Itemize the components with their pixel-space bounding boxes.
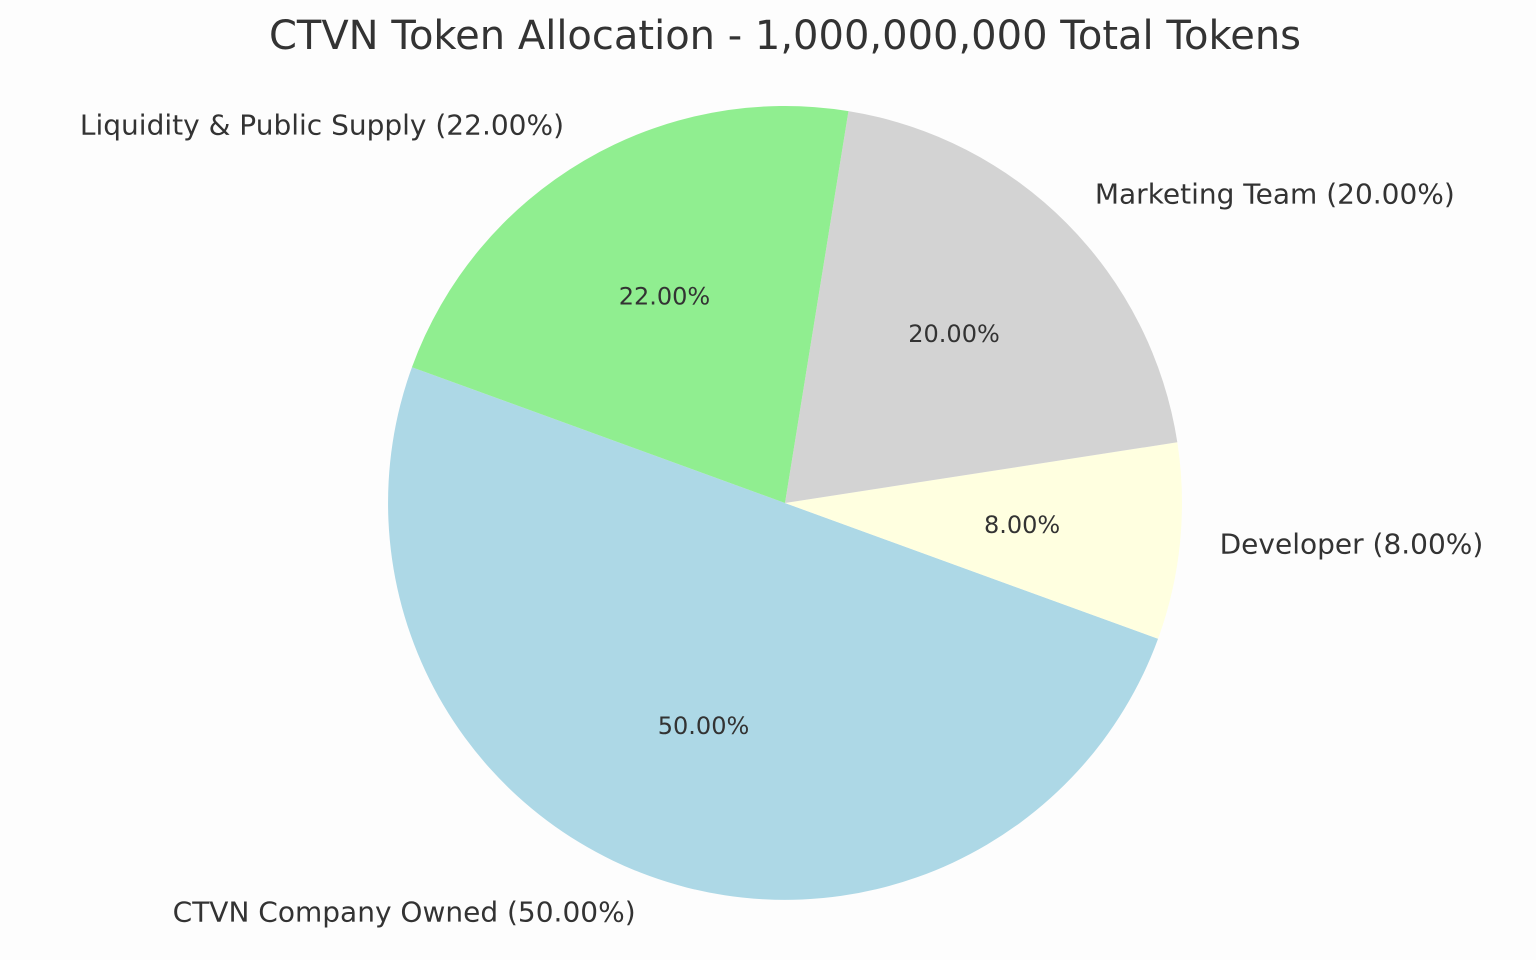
slice-label: Marketing Team (20.00%) — [1095, 177, 1455, 210]
pie-slice — [388, 367, 1159, 900]
value-label: 20.00% — [908, 320, 1000, 348]
pie-slice — [785, 111, 1178, 503]
pie-slice — [785, 442, 1182, 639]
slice-label: Liquidity & Public Supply (22.00%) — [80, 108, 564, 141]
value-label: 8.00% — [984, 511, 1060, 539]
chart-title: CTVN Token Allocation - 1,000,000,000 To… — [269, 13, 1301, 59]
slice-label: CTVN Company Owned (50.00%) — [173, 895, 636, 928]
slice-label: Developer (8.00%) — [1220, 528, 1484, 561]
value-label: 50.00% — [658, 712, 750, 740]
value-label: 22.00% — [619, 283, 711, 311]
pie-slice — [411, 106, 849, 503]
